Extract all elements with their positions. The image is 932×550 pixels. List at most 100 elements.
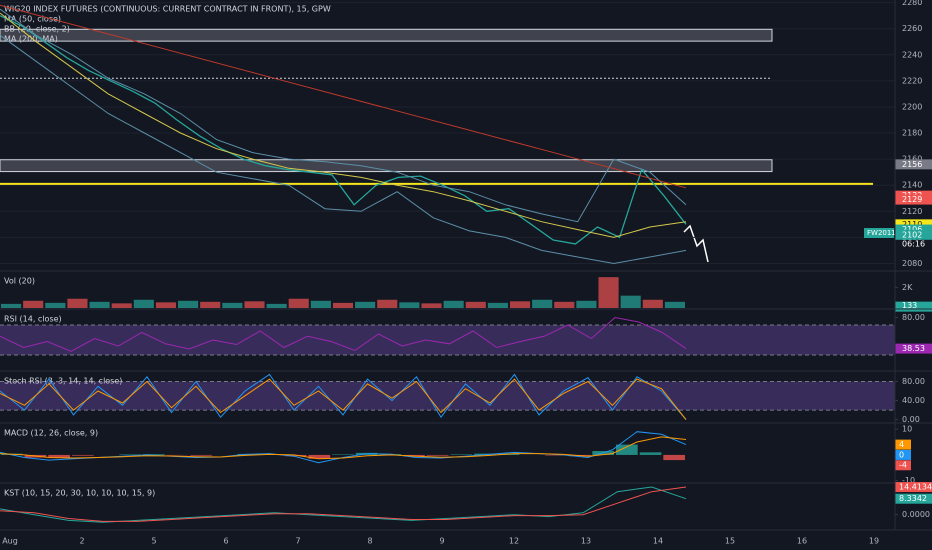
symbol-tag-label: FW2011 — [867, 229, 896, 237]
band — [0, 381, 895, 411]
series-line — [0, 12, 687, 238]
value-tag — [895, 493, 932, 504]
volume-bar — [288, 298, 309, 308]
volume-bar — [377, 299, 398, 308]
value-tag — [895, 449, 911, 460]
price-tag-label: 2129 — [902, 195, 922, 204]
pane-title: Stoch RSI (3, 3, 14, 14, close) — [4, 377, 122, 386]
volume-bar — [509, 301, 531, 308]
band — [0, 325, 895, 355]
pane-title: Vol (20) — [4, 277, 35, 286]
y-tick-label: 2280 — [902, 0, 922, 7]
legend-entry: MA (200, MA) — [4, 35, 58, 44]
histogram-bar — [450, 454, 473, 455]
histogram-bar — [48, 454, 70, 458]
y-tick-label: -10 — [902, 476, 915, 485]
y-tick-label: 0.0000 — [902, 510, 930, 519]
series-line — [0, 436, 687, 460]
price-tag — [895, 229, 932, 240]
price-tag — [895, 219, 932, 230]
y-tick-label: 2220 — [902, 76, 922, 85]
x-tick-label: 19 — [869, 537, 879, 546]
volume-bar — [487, 302, 508, 308]
series-line — [0, 8, 687, 223]
x-tick-label: 12 — [509, 537, 519, 546]
series-line — [0, 4, 687, 189]
volume-bar — [576, 300, 597, 308]
x-tick-label: Aug — [2, 537, 18, 546]
histogram-bar — [639, 452, 662, 455]
price-tag-label: 2106 — [902, 225, 922, 234]
x-tick-label: 9 — [439, 537, 444, 546]
histogram-bar — [426, 454, 449, 456]
pane-title: MACD (12, 26, close, 9) — [4, 429, 98, 438]
volume-bar — [399, 302, 420, 308]
histogram-bar — [190, 454, 212, 456]
y-tick-label: 2180 — [902, 129, 922, 138]
histogram-bar — [332, 454, 354, 455]
volume-bar — [421, 303, 442, 308]
volume-bar — [620, 295, 641, 308]
price-tag — [895, 159, 932, 170]
x-tick-label: 16 — [797, 537, 807, 546]
value-tag-label: 14.4134 — [899, 483, 932, 492]
price-tag — [895, 194, 932, 205]
x-tick-label: 5 — [151, 537, 156, 546]
series-line — [0, 34, 687, 265]
y-tick-label: 2160 — [902, 155, 922, 164]
series-line — [0, 15, 687, 245]
x-tick-label: 2 — [79, 537, 84, 546]
y-tick-label: 2140 — [902, 181, 922, 190]
y-tick-label: 80.00 — [902, 313, 925, 322]
y-tick-label: 2240 — [902, 50, 922, 59]
volume-bar — [111, 303, 132, 308]
y-tick-label: 80.00 — [902, 377, 925, 386]
volume-bar — [355, 301, 376, 308]
volume-bar — [23, 300, 44, 308]
last-tag — [895, 301, 932, 312]
y-tick-label: 2080 — [902, 259, 922, 268]
x-tick-label: 8 — [367, 537, 372, 546]
value-tag-label: 4 — [899, 440, 904, 449]
volume-bar — [554, 301, 575, 308]
volume-bar — [200, 301, 221, 308]
y-tick-label: 2260 — [902, 24, 922, 33]
price-tag — [895, 224, 932, 235]
zone — [0, 159, 773, 173]
series-line — [0, 486, 687, 522]
countdown: 06:16 — [902, 240, 925, 249]
last-tag-label: 38.53 — [902, 344, 925, 353]
price-tag-label: 2156 — [902, 160, 922, 169]
series-line — [0, 378, 687, 420]
x-tick-label: 6 — [223, 537, 228, 546]
drawing-zigzag — [683, 224, 709, 263]
value-tag-label: 8.3342 — [899, 494, 927, 503]
volume-bar — [664, 301, 685, 308]
volume-bar — [443, 300, 464, 308]
y-tick-label: 2120 — [902, 207, 922, 216]
price-tag-label: 2102 — [902, 230, 922, 239]
volume-bar — [465, 301, 486, 308]
volume-bar — [155, 302, 177, 308]
volume-bar — [266, 303, 287, 308]
volume-bar — [67, 298, 88, 308]
volume-bar — [598, 277, 619, 308]
volume-bar — [244, 301, 265, 308]
pane-title: RSI (14, close) — [4, 315, 62, 324]
volume-bar — [332, 302, 354, 308]
histogram-bar — [308, 454, 331, 459]
pane-title: WIG20 INDEX FUTURES (CONTINUOUS: CURRENT… — [4, 5, 331, 14]
y-tick-label: 0.00 — [902, 415, 920, 424]
value-tag-label: -4 — [899, 461, 907, 470]
volume-bar — [222, 302, 243, 308]
value-tag-label: 0 — [899, 450, 904, 459]
histogram-bar — [616, 444, 638, 455]
histogram-bar — [71, 454, 94, 456]
histogram-bar — [545, 454, 567, 456]
value-tag — [895, 439, 911, 450]
volume-bar — [642, 299, 663, 308]
volume-bar — [89, 301, 110, 308]
volume-bar — [310, 300, 331, 308]
